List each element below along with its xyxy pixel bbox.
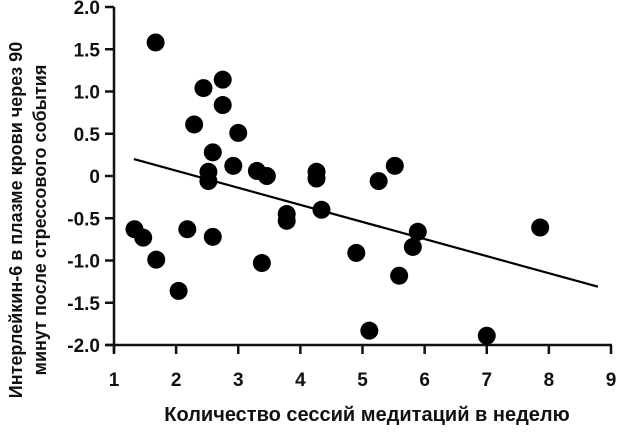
x-tick-label: 3 (233, 370, 244, 391)
y-axis-label-line: минут после стрессового события (30, 65, 50, 376)
y-tick-label: 0.5 (74, 125, 101, 146)
data-point (252, 254, 271, 273)
x-tick-label: 5 (357, 370, 368, 391)
data-point (147, 250, 166, 269)
data-point (146, 33, 165, 52)
data-point (213, 96, 232, 115)
y-tick-label: 1.0 (74, 83, 100, 104)
x-axis-label: Количество сессий медитаций в неделю (164, 404, 569, 426)
data-point (385, 156, 404, 175)
x-tick-label: 1 (109, 370, 120, 391)
data-point (390, 266, 409, 285)
x-tick-label: 9 (606, 370, 617, 391)
y-tick-label: -2.0 (67, 336, 100, 357)
data-point (229, 123, 248, 142)
data-point (307, 169, 326, 188)
x-tick-label: 8 (544, 370, 555, 391)
data-point (408, 222, 427, 241)
y-tick-label: -1.5 (67, 294, 100, 315)
data-point (199, 172, 218, 191)
y-tick-label: 0 (89, 167, 100, 188)
data-points (125, 33, 550, 345)
data-point (224, 156, 243, 175)
data-point (203, 143, 222, 162)
data-point (312, 200, 331, 219)
y-axis-label-line: Интерлейкин-6 в плазме крови через 90 (6, 42, 26, 398)
data-point (213, 70, 232, 89)
data-point (134, 228, 153, 247)
data-point (203, 227, 222, 246)
x-tick-label: 7 (481, 370, 492, 391)
data-point (178, 220, 197, 239)
y-tick-label: 1.5 (74, 40, 101, 61)
data-point (185, 115, 204, 134)
x-tick-label: 2 (171, 370, 182, 391)
y-tick-label: -1.0 (67, 252, 100, 273)
data-point (360, 321, 379, 340)
data-point (194, 79, 213, 98)
data-point (403, 237, 422, 256)
y-axis-label: Интерлейкин-6 в плазме крови через 90 мин… (6, 42, 50, 398)
y-axis-ticks: 2.0 1.5 1.0 0.5 0 -0.5 -1.0 -1.5 -2.0 (67, 0, 114, 357)
x-tick-label: 6 (419, 370, 430, 391)
data-point (531, 218, 550, 237)
data-point (257, 167, 276, 185)
data-point (369, 172, 388, 191)
data-point (277, 211, 296, 230)
data-point (347, 243, 366, 262)
data-point (169, 281, 188, 300)
x-axis-ticks: 1 2 3 4 5 6 7 8 9 (109, 345, 617, 391)
x-tick-label: 4 (295, 370, 306, 391)
y-tick-label: -0.5 (67, 209, 100, 230)
data-point (477, 326, 496, 345)
y-tick-label: 2.0 (74, 0, 100, 19)
